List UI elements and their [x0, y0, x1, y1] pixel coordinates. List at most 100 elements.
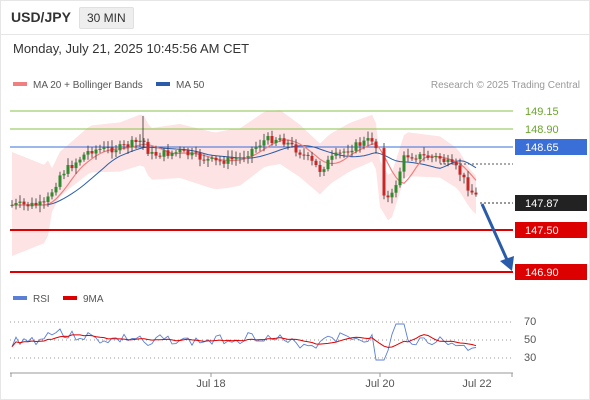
candle-body [42, 201, 46, 203]
candle-body [310, 155, 314, 161]
candle-body [170, 152, 174, 156]
candle-body [54, 186, 58, 193]
candle-body [10, 204, 14, 206]
candle-body [14, 203, 18, 205]
candle-body [198, 152, 202, 160]
research-credit: Research © 2025 Trading Central [430, 80, 580, 91]
rsi-label: RSI [33, 294, 50, 305]
candle-body [358, 142, 362, 146]
candle-body [266, 136, 270, 141]
candle-body [422, 154, 426, 156]
candle-body [374, 141, 378, 149]
candle-body [218, 160, 222, 162]
candle-body [254, 146, 258, 149]
candle-body [246, 156, 250, 158]
candle-body [470, 190, 474, 193]
candle-body [114, 150, 118, 153]
header-divider [0, 34, 590, 35]
rsi-tick-30: 30 [524, 352, 536, 364]
datetime-label: Monday, July 21, 2025 10:45:56 AM CET [13, 41, 250, 56]
candle-body [102, 147, 106, 149]
candle-body [278, 138, 282, 140]
candle-body [262, 140, 266, 146]
candle-body [90, 151, 94, 154]
candle-body [286, 142, 290, 145]
candle-body [382, 148, 386, 196]
candle-body [426, 155, 430, 158]
candle-body [46, 196, 50, 202]
candle-body [318, 165, 322, 172]
candle-body [126, 144, 130, 148]
candle-body [58, 175, 62, 187]
candle-body [166, 150, 170, 156]
candle-body [222, 160, 226, 164]
candle-body [410, 157, 414, 159]
candle-body [30, 202, 34, 207]
candle-body [398, 171, 402, 186]
support2-tag [515, 264, 587, 280]
candle-body [82, 154, 86, 160]
candle-body [18, 201, 22, 203]
x-label-jul20: Jul 20 [365, 378, 394, 390]
candle-body [206, 158, 210, 161]
candle-body [162, 150, 166, 157]
candle-body [230, 156, 234, 160]
candle-body [330, 155, 334, 160]
rsi-lines [11, 323, 477, 361]
candle-body [38, 201, 42, 206]
candle-body [302, 154, 306, 156]
support1-tag [515, 222, 587, 238]
candle-body [94, 149, 98, 154]
candle-body [366, 138, 370, 141]
candle-body [182, 149, 186, 151]
candle-body [342, 151, 346, 153]
candle-body [406, 155, 410, 158]
candle-body [118, 144, 122, 151]
candle-body [50, 192, 54, 197]
candle-body [290, 142, 294, 145]
legend-ma50: MA 50 [156, 80, 204, 91]
candle-body [362, 140, 366, 146]
support2-label: 146.90 [525, 267, 559, 279]
candle-body [186, 150, 190, 156]
ma50-swatch-icon [156, 82, 170, 87]
current-price-tag [515, 195, 587, 211]
timeframe-badge[interactable]: 30 MIN [79, 7, 134, 29]
rsi-ma-line [11, 334, 477, 348]
ma20-swatch-icon [13, 82, 27, 87]
candle-body [474, 192, 478, 195]
legend-9ma: 9MA [63, 294, 104, 305]
candle-body [386, 195, 390, 198]
candle-body [466, 177, 470, 191]
forecast-arrow-shaft [480, 203, 510, 263]
candle-body [22, 201, 26, 205]
candle-body [134, 139, 138, 142]
candle-body [298, 152, 302, 155]
pivot-tag [515, 139, 587, 155]
candle-body [226, 156, 230, 164]
candle-body [390, 192, 394, 198]
candle-body [430, 157, 434, 158]
candle-body [418, 154, 422, 159]
candle-body [446, 159, 450, 162]
ma9-swatch-icon [63, 296, 77, 301]
candle-body [350, 150, 354, 153]
candle-body [370, 138, 374, 142]
candle-body [178, 149, 182, 153]
candle-body [98, 148, 102, 150]
candle-body [210, 157, 214, 159]
rsi-swatch-icon [13, 296, 27, 301]
bollinger-band [12, 110, 476, 256]
candle-body [322, 169, 326, 172]
candle-body [242, 157, 246, 159]
candle-body [270, 136, 274, 143]
candle-body [250, 148, 254, 157]
candle-body [146, 141, 150, 154]
bollinger-fill [12, 110, 476, 256]
candle-body [282, 138, 286, 145]
candle-body [202, 159, 206, 161]
candles [10, 116, 478, 213]
x-label-jul22: Jul 22 [462, 378, 491, 390]
candle-body [462, 174, 466, 178]
